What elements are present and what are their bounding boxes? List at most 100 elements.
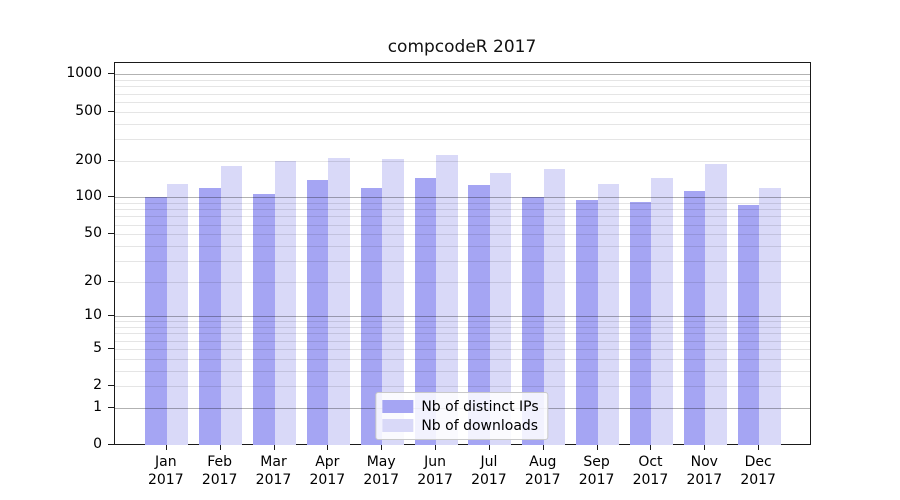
chart-title: compcodeR 2017 [387,37,537,57]
x-tick-label-feb: Feb 2017 [201,454,238,488]
gridline-minor-20 [115,281,810,283]
bar-ips-dec [737,204,760,445]
bar-downloads-oct [651,177,673,445]
x-tick-mark-feb [219,445,221,450]
gridline-minor-70 [115,216,810,218]
x-tick-label-nov: Nov 2017 [686,454,723,488]
gridline-minor-800 [115,86,810,88]
x-tick-label-sep: Sep 2017 [578,454,615,488]
y-tick-mark-20 [108,280,114,282]
x-tick-mark-mar [273,445,275,450]
bar-downloads-dec [759,188,781,445]
x-tick-label-oct: Oct 2017 [632,454,669,488]
x-tick-mark-sep [596,445,598,450]
x-tick-mark-aug [542,445,544,450]
bar-downloads-aug [543,169,566,445]
y-tick-label-0: 0 [93,436,102,452]
bar-ips-aug [522,197,544,445]
y-tick-label-10: 10 [84,307,102,324]
x-tick-label-may: May 2017 [363,454,399,488]
y-tick-label-500: 500 [75,102,102,119]
legend-swatch-downloads [382,419,414,432]
y-tick-label-100: 100 [75,188,102,205]
bar-ips-oct [629,201,652,445]
x-tick-mark-nov [704,445,706,450]
gridline-minor-900 [115,80,810,82]
bar-downloads-mar [274,161,296,445]
bar-downloads-feb [220,165,243,445]
x-tick-label-apr: Apr 2017 [309,454,346,488]
y-tick-mark-50 [108,233,114,235]
gridline-minor-300 [115,138,810,140]
gridline-minor-600 [115,101,810,103]
y-tick-label-200: 200 [75,151,102,168]
bar-ips-mar [253,193,275,445]
gridline-minor-700 [115,93,810,95]
x-tick-label-mar: Mar 2017 [255,454,292,488]
y-tick-mark-1000 [108,73,114,75]
bar-ips-jul [468,185,490,445]
gridline-minor-8 [115,327,810,329]
bar-ips-nov [683,191,706,445]
bar-downloads-nov [705,164,727,445]
x-tick-mark-oct [650,445,652,450]
gridline-minor-90 [115,203,810,205]
gridline-major-10 [115,316,810,318]
y-tick-mark-10 [108,315,114,317]
x-tick-label-jun: Jun 2017 [417,454,453,488]
y-tick-label-20: 20 [84,272,102,289]
x-tick-label-aug: Aug 2017 [524,454,561,488]
bar-downloads-sep [597,183,620,445]
x-tick-label-dec: Dec 2017 [740,454,776,488]
x-tick-mark-dec [758,445,760,450]
gridline-minor-500 [115,111,810,113]
legend-swatch-distinct-ips [382,400,414,413]
y-tick-mark-500 [108,110,114,112]
bar-downloads-jun [436,154,458,445]
gridline-minor-3 [115,370,810,372]
bar-ips-jun [414,178,437,445]
y-tick-label-50: 50 [84,225,102,242]
gridline-minor-40 [115,245,810,247]
gridline-minor-4 [115,358,810,360]
x-tick-label-jan: Jan 2017 [147,454,184,488]
y-tick-mark-2 [108,385,114,387]
x-tick-mark-apr [327,445,329,450]
x-tick-mark-jan [165,445,167,450]
gridline-minor-60 [115,224,810,226]
x-tick-mark-jul [488,445,490,450]
y-tick-mark-0 [108,444,114,445]
legend-item-distinct-ips: Nb of distinct IPs [382,397,539,416]
y-tick-mark-5 [108,347,114,349]
bar-ips-jan [145,197,167,445]
gridline-minor-2 [115,386,810,388]
plot-area [114,62,811,445]
bar-downloads-apr [328,158,350,445]
legend-label-downloads: Nb of downloads [421,417,539,434]
legend-item-downloads: Nb of downloads [382,416,538,435]
y-tick-mark-200 [108,159,114,161]
gridline-minor-50 [115,234,810,236]
x-tick-mark-jun [435,445,437,450]
gridline-minor-80 [115,209,810,211]
legend: Nb of distinct IPs Nb of downloads [375,392,549,440]
gridline-minor-30 [115,260,810,262]
y-tick-label-2: 2 [93,377,102,394]
bar-ips-sep [576,200,598,445]
bar-downloads-may [382,158,404,445]
bar-ips-feb [199,187,221,445]
y-tick-label-1: 1 [93,398,102,415]
gridline-minor-6 [115,340,810,342]
gridline-minor-7 [115,333,810,335]
y-tick-label-1000: 1000 [66,65,102,82]
gridline-major-1000 [115,74,810,76]
bar-ips-may [360,188,383,445]
legend-label-distinct-ips: Nb of distinct IPs [421,398,539,415]
bar-downloads-jan [166,183,189,445]
bar-ips-apr [306,179,329,445]
gridline-minor-200 [115,160,810,162]
x-tick-mark-may [381,445,383,450]
gridline-minor-5 [115,348,810,350]
gridline-minor-400 [115,123,810,125]
